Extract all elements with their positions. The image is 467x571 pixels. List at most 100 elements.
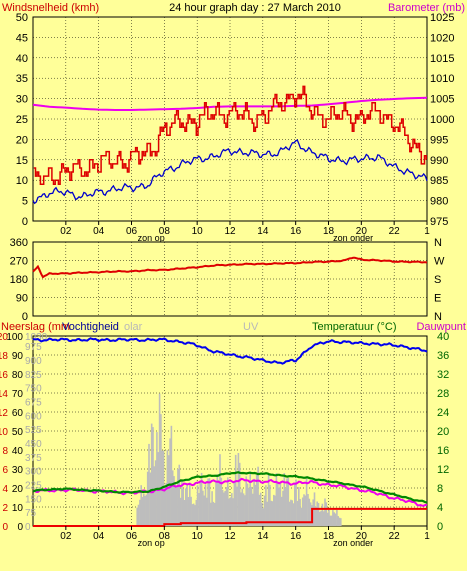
- wind-speed-tick-label: 25: [16, 114, 28, 126]
- solar-bar: [333, 512, 335, 526]
- humidity-tick-label: 80: [12, 370, 24, 381]
- barometer-tick-label: 985: [430, 175, 448, 187]
- wind-speed-tick-label: 35: [16, 73, 28, 85]
- solar-bar: [149, 472, 152, 526]
- solar-tick-label: 600: [25, 411, 42, 422]
- solar-bar: [171, 470, 174, 526]
- barometer-tick-label: 1010: [430, 73, 454, 85]
- solar-bar: [185, 488, 187, 526]
- rain-humidity-temperature-panel-time-tick-label: 22: [389, 531, 401, 542]
- solar-bar: [319, 511, 321, 526]
- solar-axis-label: olar: [124, 321, 143, 333]
- rain-tick-label: 16: [0, 370, 8, 381]
- solar-bar: [148, 443, 150, 526]
- solar-bar: [240, 492, 242, 526]
- solar-bar: [137, 504, 140, 526]
- solar-bar: [234, 454, 237, 526]
- barometer-tick-label: 980: [430, 196, 448, 208]
- temperature-axis-label: Temperatuur (°C): [312, 321, 396, 333]
- solar-bar: [279, 482, 282, 526]
- wind-panel-time-tick-label: 18: [323, 226, 335, 237]
- rain-humidity-temperature-panel-sunrise-label: zon op: [138, 538, 165, 548]
- solar-bar: [257, 466, 259, 526]
- barometer-tick-label: 990: [430, 155, 448, 167]
- solar-bar: [238, 462, 241, 526]
- solar-bar: [167, 455, 170, 526]
- solar-bar: [236, 486, 238, 526]
- barometer-axis-label: Barometer (mb): [388, 2, 465, 14]
- barometer-tick-label: 1015: [430, 53, 454, 65]
- solar-bar: [170, 425, 173, 526]
- temperature-tick-label: 0: [437, 521, 443, 533]
- solar-bar: [203, 495, 205, 526]
- solar-bar: [227, 477, 229, 526]
- solar-bar: [164, 487, 166, 526]
- rain-humidity-temperature-panel-time-tick-label: 20: [356, 531, 368, 542]
- solar-bar: [322, 511, 325, 526]
- barometer-tick-label: 1005: [430, 94, 454, 106]
- humidity-tick-label: 20: [12, 484, 24, 495]
- rain-humidity-temperature-panel: 0102030405060708090100024681012141618200…: [0, 331, 449, 548]
- solar-bar: [307, 494, 309, 526]
- solar-bar: [254, 484, 257, 526]
- barometer-tick-label: 995: [430, 134, 448, 146]
- solar-bar: [291, 500, 293, 526]
- solar-bar: [255, 474, 258, 526]
- barometer-tick-label: 1000: [430, 114, 454, 126]
- solar-bar: [242, 493, 245, 526]
- solar-bar: [271, 501, 274, 526]
- wind-gust-series-line: [33, 85, 427, 186]
- solar-bar: [211, 491, 213, 526]
- solar-bar: [326, 512, 329, 526]
- solar-tick-label: 825: [25, 370, 42, 381]
- solar-bar: [144, 496, 146, 526]
- solar-bar: [232, 498, 234, 526]
- solar-bar: [199, 482, 202, 526]
- humidity-series-line: [32, 337, 428, 365]
- compass-tick-label: W: [434, 256, 445, 268]
- solar-bar: [282, 490, 284, 526]
- solar-bar: [179, 497, 182, 526]
- temperature-tick-label: 28: [437, 388, 449, 400]
- temperature-tick-label: 20: [437, 426, 449, 438]
- solar-bar: [274, 495, 276, 526]
- solar-bar: [275, 473, 278, 526]
- wind-panel-time-tick-label: 1: [424, 226, 430, 237]
- solar-bar: [295, 479, 297, 526]
- wind-speed-tick-label: 0: [22, 216, 28, 228]
- solar-bar: [330, 515, 333, 526]
- solar-bar: [219, 454, 221, 526]
- solar-bar: [213, 503, 216, 526]
- temperature-tick-label: 24: [437, 407, 449, 419]
- solar-bar: [136, 507, 138, 526]
- humidity-tick-label: 100: [6, 332, 23, 343]
- rain-axis-label: Neerslag (mm: [1, 321, 70, 333]
- solar-bar: [146, 471, 149, 526]
- solar-bar: [175, 487, 178, 526]
- wind-direction-tick-label: 360: [10, 237, 28, 249]
- rain-humidity-temperature-panel-time-tick-label: 10: [192, 531, 204, 542]
- wind-panel-time-tick-label: 08: [159, 226, 171, 237]
- humidity-tick-label: 60: [12, 408, 24, 419]
- temperature-tick-label: 12: [437, 464, 449, 476]
- solar-bar: [278, 487, 280, 526]
- temperature-tick-label: 8: [437, 483, 443, 495]
- temperature-tick-label: 16: [437, 445, 449, 457]
- solar-bar: [200, 472, 203, 526]
- solar-bar: [204, 484, 207, 526]
- solar-bar: [196, 485, 199, 526]
- solar-bar: [177, 468, 179, 526]
- solar-bar: [298, 487, 300, 526]
- solar-bar: [316, 501, 318, 526]
- solar-bar: [269, 485, 271, 526]
- solar-bar: [206, 497, 208, 526]
- rain-humidity-temperature-panel-time-tick-label: 1: [424, 531, 430, 542]
- solar-bar: [160, 414, 162, 526]
- dewpoint-axis-label: Dauwpunt: [416, 321, 466, 333]
- rain-humidity-temperature-panel-sunset-label: zon onder: [333, 538, 373, 548]
- solar-tick-label: 150: [25, 494, 42, 505]
- rain-humidity-temperature-panel-time-tick-label: 18: [323, 531, 335, 542]
- solar-bar: [158, 393, 161, 526]
- solar-bar: [194, 505, 196, 526]
- compass-tick-label: S: [434, 274, 441, 286]
